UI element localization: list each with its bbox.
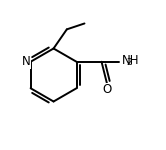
Text: O: O [103,83,112,96]
Text: 2: 2 [127,58,132,68]
Text: NH: NH [122,54,139,67]
Text: N: N [22,55,31,68]
